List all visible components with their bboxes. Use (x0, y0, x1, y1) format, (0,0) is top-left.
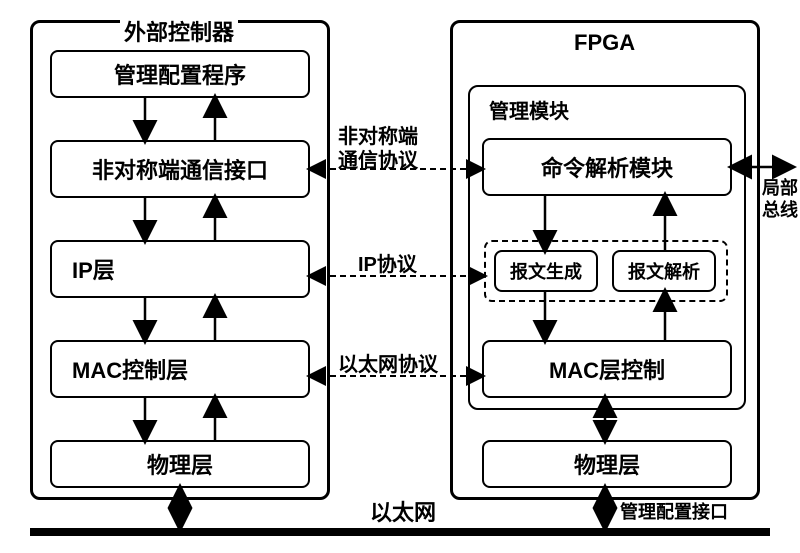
eth-proto-label: 以太网协议 (338, 353, 438, 377)
phy-left-label: 物理层 (147, 448, 213, 480)
msg-parse-box: 报文解析 (612, 250, 716, 292)
fpga-title: FPGA (570, 30, 639, 56)
ethernet-label: 以太网 (370, 500, 436, 526)
mac-ctrl-label: MAC控制层 (72, 353, 188, 385)
asym-proto-label: 非对称端 通信协议 (338, 125, 418, 173)
mgmt-iface-label: 管理配置接口 (620, 502, 728, 524)
cmd-parse-box: 命令解析模块 (482, 138, 732, 196)
ip-layer-label: IP层 (72, 253, 115, 285)
ethernet-bar (30, 528, 770, 536)
local-bus-label: 局部总线 (762, 178, 798, 221)
asym-comm-box: 非对称端通信接口 (50, 140, 310, 198)
phy-right-box: 物理层 (482, 440, 732, 488)
asym-proto-line1: 非对称端 (338, 126, 418, 148)
mac-ctrl-box: MAC控制层 (50, 340, 310, 398)
msg-gen-label: 报文生成 (510, 258, 582, 284)
cmd-parse-label: 命令解析模块 (541, 151, 673, 183)
phy-right-label: 物理层 (574, 448, 640, 480)
left-box-title: 外部控制器 (120, 15, 238, 47)
ip-proto-label: IP协议 (358, 253, 417, 277)
phy-left-box: 物理层 (50, 440, 310, 488)
mac-layer-ctrl-box: MAC层控制 (482, 340, 732, 398)
msg-gen-box: 报文生成 (494, 250, 598, 292)
asym-comm-label: 非对称端通信接口 (92, 153, 268, 185)
mgmt-config-label: 管理配置程序 (114, 58, 246, 90)
ip-layer-box: IP层 (50, 240, 310, 298)
mgmt-config-box: 管理配置程序 (50, 50, 310, 98)
asym-proto-line2: 通信协议 (338, 150, 418, 172)
mgmt-module-title: 管理模块 (485, 95, 573, 124)
msg-parse-label: 报文解析 (628, 258, 700, 284)
mac-layer-ctrl-label: MAC层控制 (549, 353, 665, 385)
